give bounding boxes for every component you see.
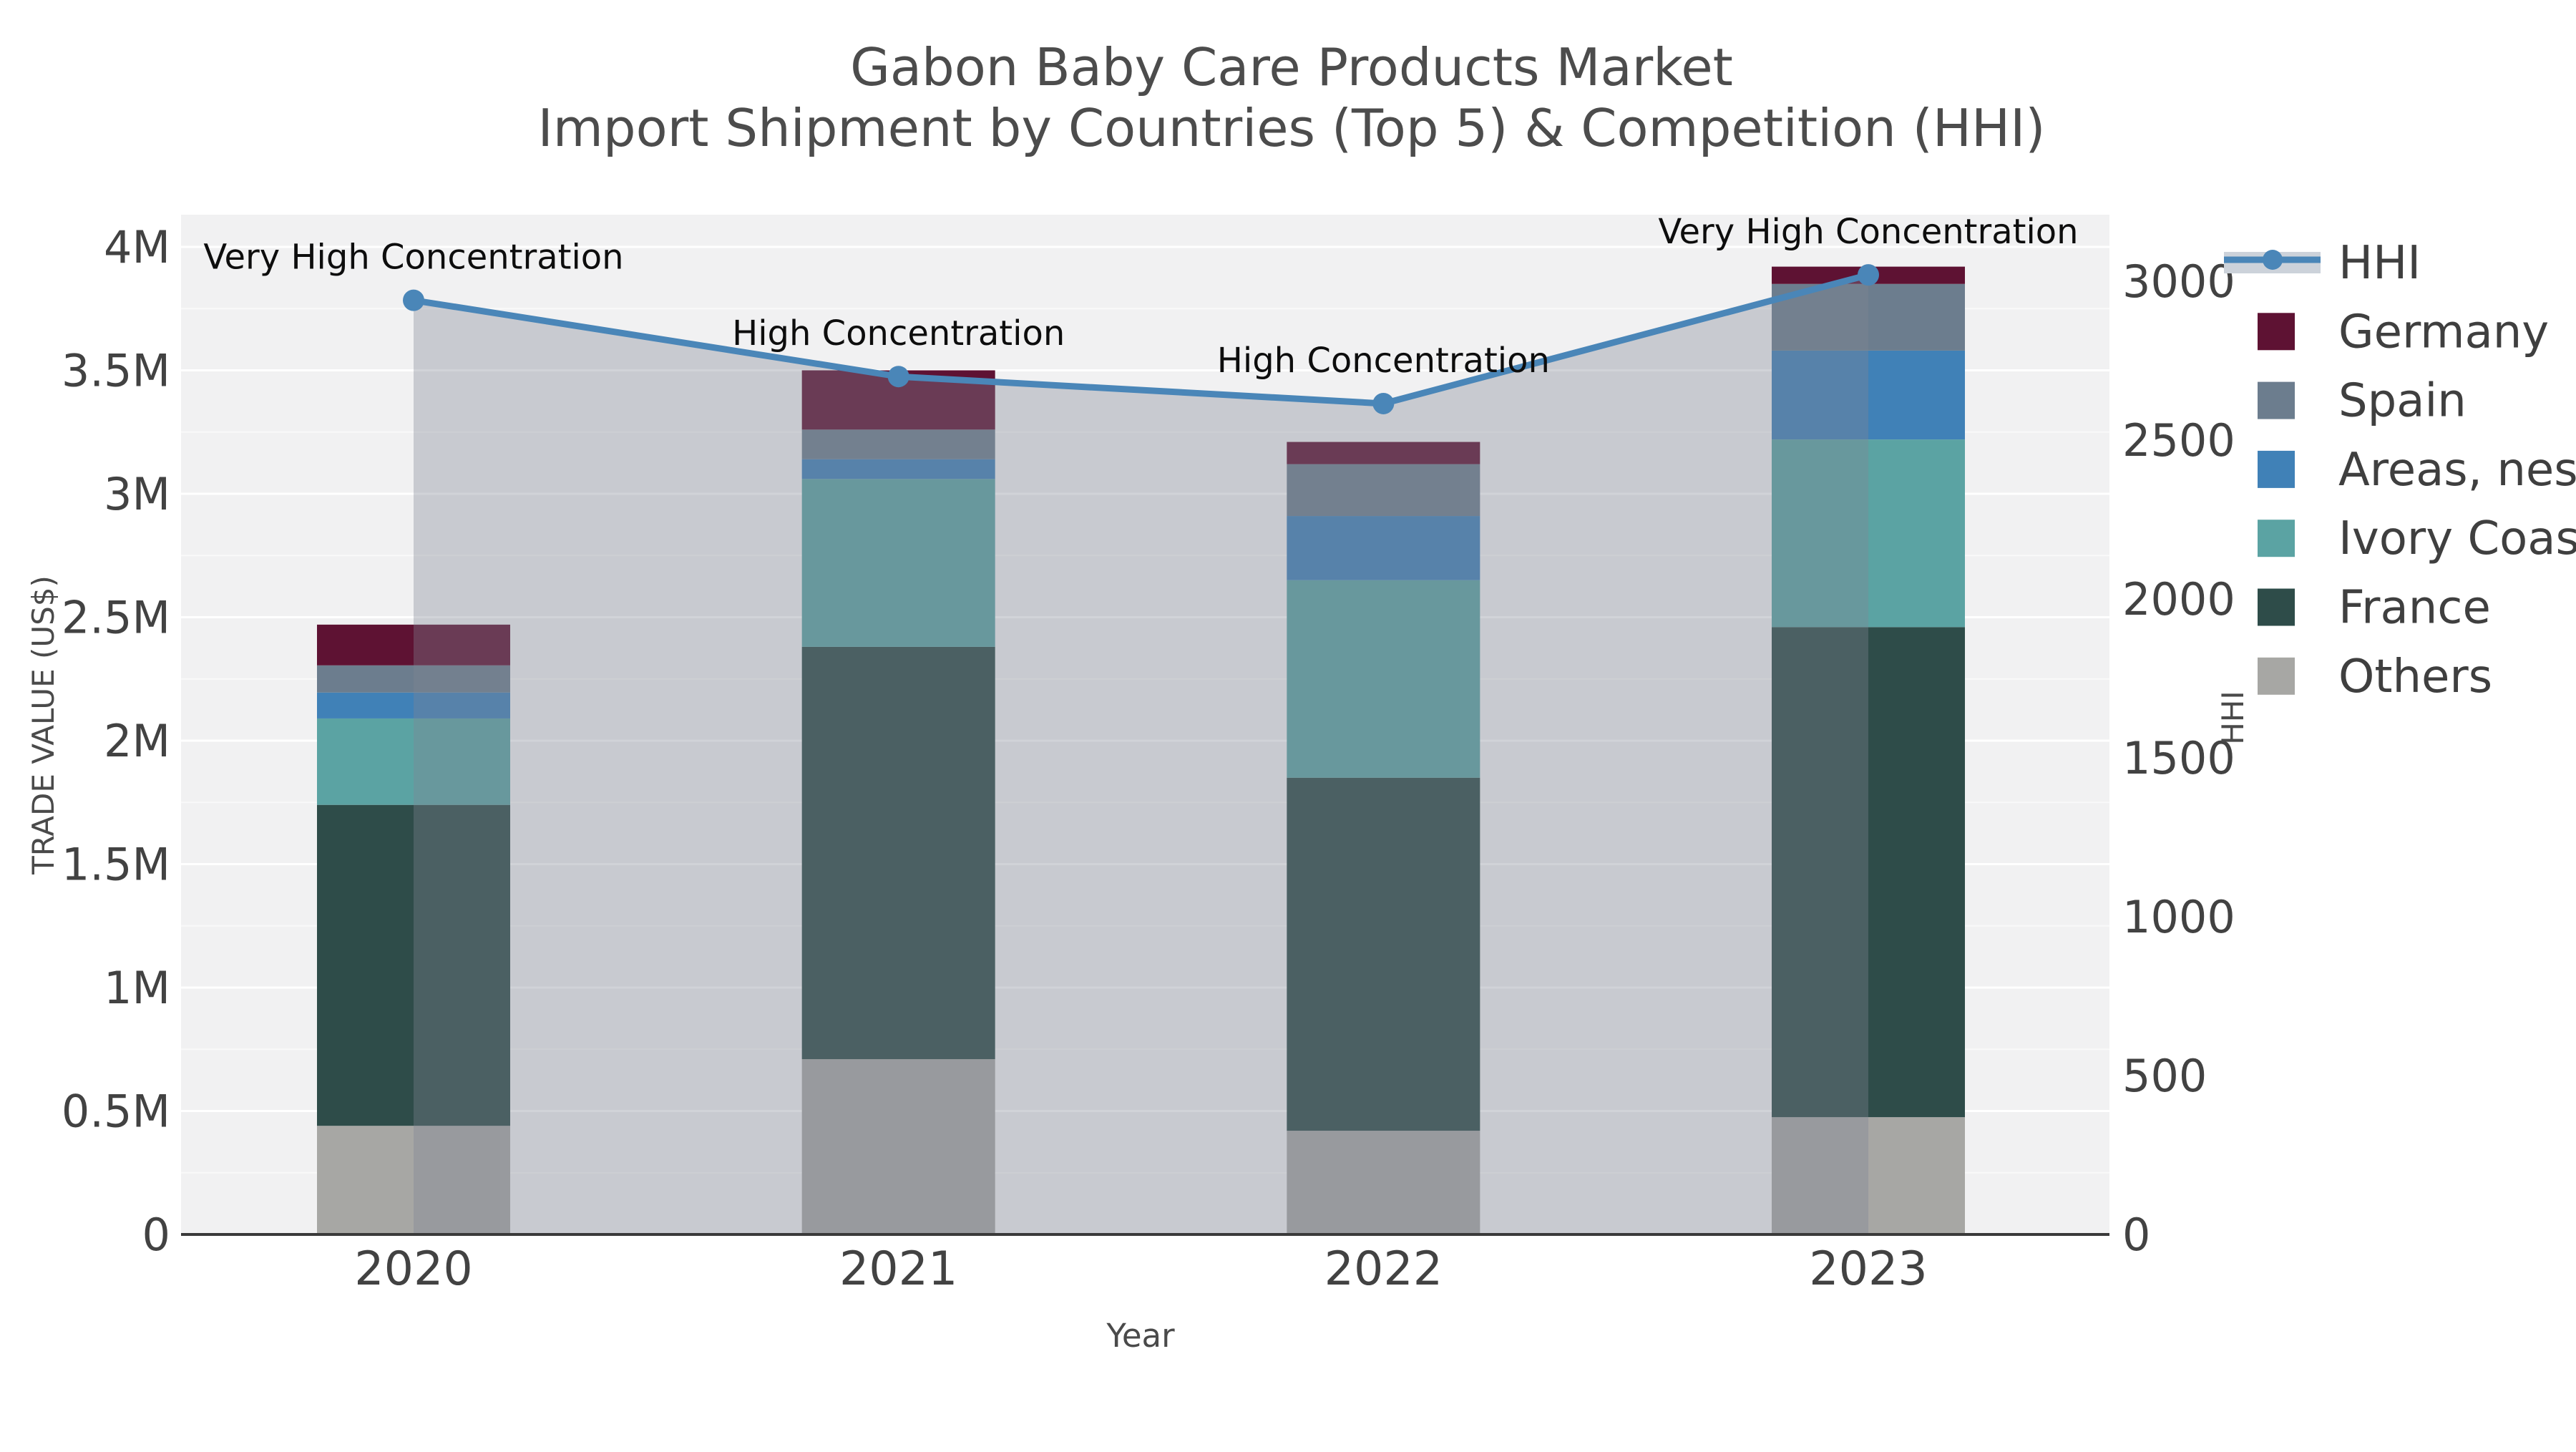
bar-segment-others-2022 xyxy=(1287,1131,1480,1234)
legend-swatch-others xyxy=(2258,657,2295,695)
bar-segment-areas-nes-2021 xyxy=(801,459,995,479)
y-left-tick-3M: 3M xyxy=(104,468,170,520)
y-left-tick-2M: 2M xyxy=(104,715,170,767)
x-tick-2022: 2022 xyxy=(1324,1242,1443,1296)
bar-segment-france-2022 xyxy=(1287,777,1480,1131)
bar-segment-ivory-coast-2021 xyxy=(801,479,995,647)
annotation-2020: Very High Concentration xyxy=(203,238,623,278)
y-left-tick-4M: 4M xyxy=(104,221,170,273)
annotation-2023: Very High Concentration xyxy=(1658,212,2078,252)
y-left-tick-0: 0 xyxy=(142,1209,170,1261)
bar-segment-france-2021 xyxy=(801,646,995,1060)
legend-swatch-spain xyxy=(2258,381,2295,419)
hhi-area-fill xyxy=(414,275,1869,1234)
bar-segment-ivory-coast-2022 xyxy=(1287,580,1480,778)
bar-segment-ivory-coast-2020 xyxy=(317,718,510,805)
legend-label-spain: Spain xyxy=(2338,375,2467,428)
hhi-marker-2020 xyxy=(403,289,424,311)
legend-label-hhi: HHI xyxy=(2338,237,2421,290)
y-left-tick-3.5M: 3.5M xyxy=(62,345,170,397)
bar-segment-areas-nes-2020 xyxy=(317,692,510,718)
bar-segment-areas-nes-2022 xyxy=(1287,516,1480,580)
bar-segment-france-2023 xyxy=(1772,627,1966,1118)
bar-segment-others-2023 xyxy=(1772,1117,1966,1234)
hhi-marker-2021 xyxy=(887,366,909,388)
bar-segment-spain-2021 xyxy=(801,429,995,459)
hhi-line xyxy=(413,271,1870,407)
y-right-tick-500: 500 xyxy=(2122,1050,2207,1102)
annotation-2022: High Concentration xyxy=(1217,341,1550,381)
legend-label-ivory-coast: Ivory Coast xyxy=(2338,512,2576,565)
hhi-marker-2023 xyxy=(1858,264,1880,286)
legend-swatch-germany xyxy=(2258,313,2295,351)
legend-swatch-france xyxy=(2258,588,2295,626)
bar-segment-france-2020 xyxy=(317,804,510,1126)
bar-segment-spain-2020 xyxy=(317,665,510,693)
bar-segment-spain-2022 xyxy=(1287,464,1480,517)
x-tick-2021: 2021 xyxy=(839,1242,957,1296)
y-left-tick-0.5M: 0.5M xyxy=(62,1086,170,1138)
hhi-marker-2022 xyxy=(1372,392,1395,414)
y-left-axis-label: TRADE VALUE (US$) xyxy=(26,575,61,875)
bar-segment-others-2021 xyxy=(801,1059,995,1234)
annotation-2021: High Concentration xyxy=(732,313,1065,354)
legend-hhi-marker xyxy=(2263,250,2283,270)
chart-title-line-2: Import Shipment by Countries (Top 5) & C… xyxy=(537,97,2046,158)
chart-title-line-1: Gabon Baby Care Products Market xyxy=(850,37,1733,97)
legend-swatch-areas-nes xyxy=(2258,450,2295,488)
y-right-tick-2500: 2500 xyxy=(2122,414,2235,467)
y-right-tick-2000: 2000 xyxy=(2122,573,2235,625)
y-right-tick-0: 0 xyxy=(2122,1209,2150,1261)
legend-label-germany: Germany xyxy=(2338,306,2549,359)
legend-label-areas-nes: Areas, nes xyxy=(2338,444,2576,497)
y-left-tick-1M: 1M xyxy=(104,962,170,1014)
x-tick-2020: 2020 xyxy=(354,1242,472,1296)
legend-swatch-ivory-coast xyxy=(2258,520,2295,557)
bar-segment-germany-2022 xyxy=(1287,442,1480,464)
y-right-tick-1000: 1000 xyxy=(2122,891,2235,943)
y-left-tick-2.5M: 2.5M xyxy=(62,592,170,644)
bar-segment-others-2020 xyxy=(317,1126,510,1234)
y-left-tick-1.5M: 1.5M xyxy=(62,839,170,891)
x-tick-2023: 2023 xyxy=(1809,1242,1927,1296)
chart-title: Gabon Baby Care Products Market Import S… xyxy=(0,37,2576,159)
legend-label-france: France xyxy=(2338,582,2491,635)
x-axis-label: Year xyxy=(1106,1317,1175,1355)
y-right-tick-3000: 3000 xyxy=(2122,255,2235,308)
bar-segment-areas-nes-2023 xyxy=(1772,350,1966,440)
y-right-axis-label: HHI xyxy=(2215,691,2250,745)
bar-segment-germany-2020 xyxy=(317,624,510,666)
y-right-tick-1500: 1500 xyxy=(2122,732,2235,784)
legend-label-others: Others xyxy=(2338,651,2492,703)
bar-segment-ivory-coast-2023 xyxy=(1772,439,1966,628)
